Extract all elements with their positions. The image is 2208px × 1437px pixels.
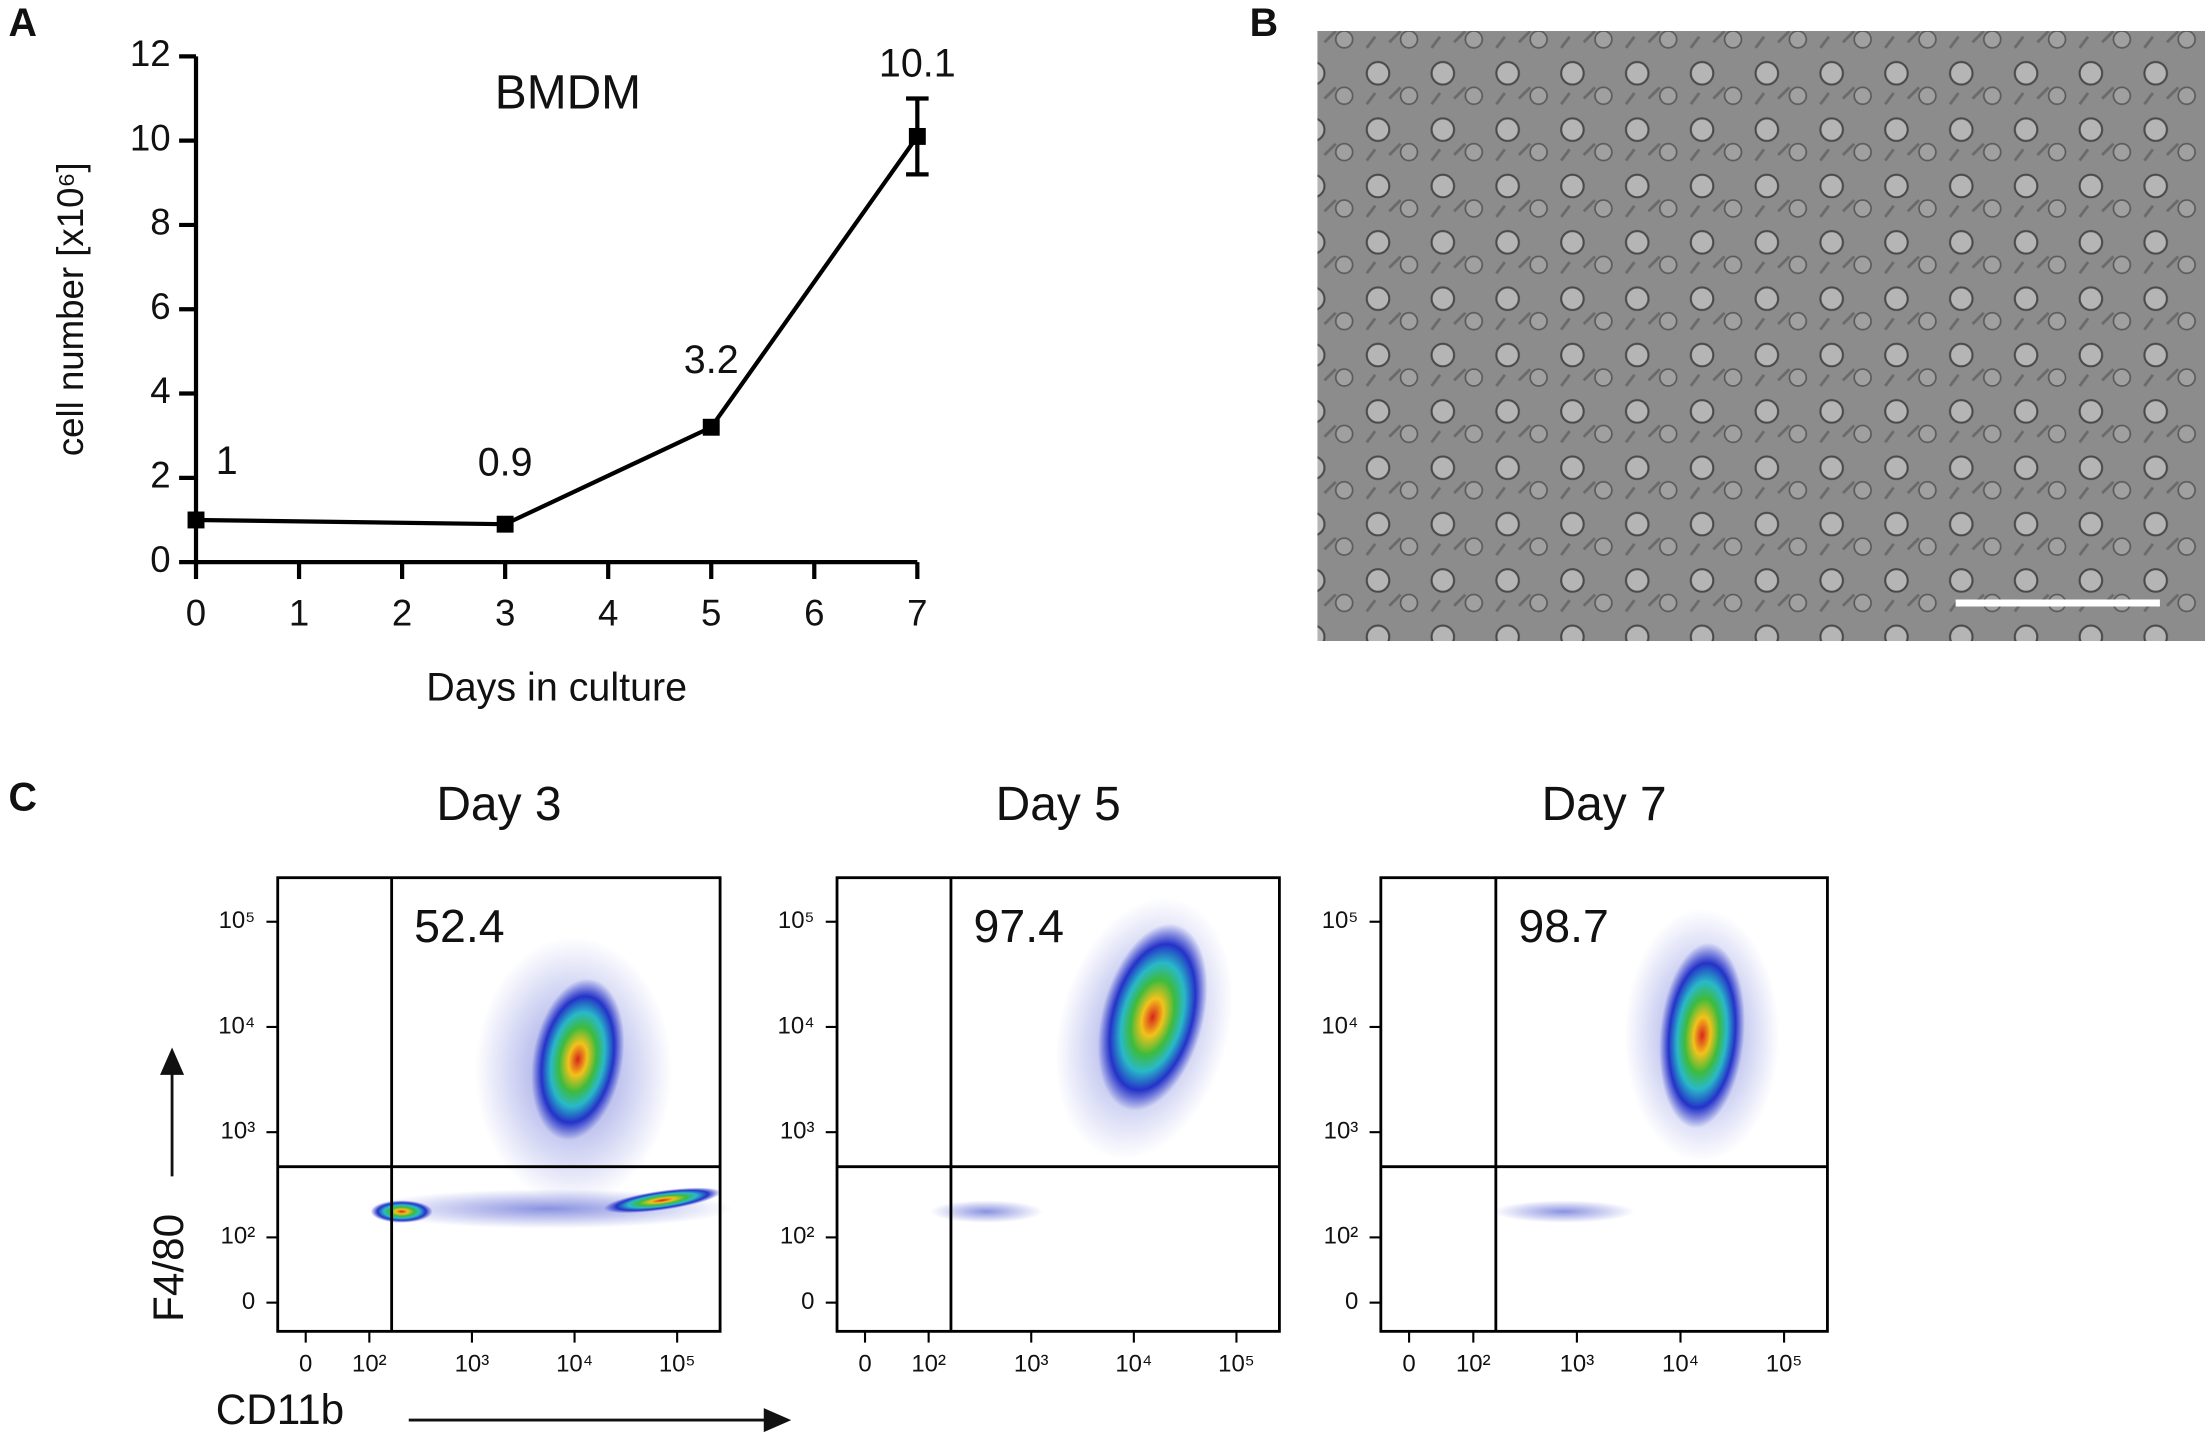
x-tick-label: 10³ <box>1014 1350 1049 1377</box>
y-tick-label: 10² <box>780 1223 815 1250</box>
x-tick-label: 0 <box>186 592 206 633</box>
density-cloud <box>603 1187 721 1214</box>
plot-title: Day 5 <box>996 778 1121 831</box>
y-tick-label: 10² <box>1324 1223 1359 1250</box>
flow-plot: 0 10² 10³ 10⁴ 10⁵ 0 10² 10³ 10⁴ 10⁵ Day 5 97.4 <box>778 778 1281 1377</box>
panel-label: C <box>8 776 36 820</box>
x-tick-label: 0 <box>858 1350 871 1377</box>
x-tick-label: 10⁵ <box>659 1350 696 1377</box>
y-tick-label: 10³ <box>221 1118 256 1145</box>
data-label: 10.1 <box>879 41 956 85</box>
flow-plot: 0 10² 10³ 10⁴ 10⁵ 0 10² 10³ 10⁴ 10⁵ Day 7 98.7 <box>1321 778 1829 1377</box>
flow-arrows <box>160 1047 792 1433</box>
x-tick-label: 4 <box>598 592 618 633</box>
density-cloud <box>1493 1200 1635 1223</box>
x-tick-label: 10⁵ <box>1766 1350 1803 1377</box>
x-axis-label: CD11b <box>216 1386 344 1433</box>
y-tick-label: 4 <box>150 370 170 411</box>
flow-plot: 0 10² 10³ 10⁴ 10⁵ 0 10² 10³ 10⁴ 10⁵ Day 3 52.4 CD11b… <box>145 778 733 1433</box>
x-tick-label: 7 <box>907 592 927 633</box>
y-tick-label: 6 <box>150 286 170 327</box>
y-tick-label: 10⁴ <box>1321 1012 1358 1039</box>
y-tick-label: 8 <box>150 202 170 243</box>
data-point <box>187 511 205 529</box>
quadrant-percent: 98.7 <box>1518 900 1608 952</box>
data-point <box>908 127 926 145</box>
panel-label: B <box>1250 1 1278 45</box>
chart-title: BMDM <box>495 66 641 119</box>
data-label: 3.2 <box>684 338 739 382</box>
density-cloud <box>930 1200 1043 1223</box>
micrograph <box>1317 30 2205 642</box>
x-tick-label: 0 <box>1402 1350 1415 1377</box>
x-tick-label: 0 <box>299 1350 312 1377</box>
data-label: 0.9 <box>478 440 533 484</box>
density-cloud <box>1097 923 1208 1111</box>
x-tick-label: 1 <box>289 592 309 633</box>
density-cloud <box>531 978 625 1141</box>
y-tick-label: 10⁴ <box>218 1012 255 1039</box>
density-cloud <box>370 1200 433 1223</box>
micrograph-image <box>1317 30 2205 642</box>
y-tick-label: 10⁵ <box>1322 907 1359 934</box>
y-tick-label: 0 <box>242 1288 255 1315</box>
y-tick-label: 10 <box>130 117 171 158</box>
data-line <box>195 135 920 527</box>
y-tick-label: 0 <box>801 1288 814 1315</box>
plot-frame <box>276 876 722 1333</box>
y-tick-label: 0 <box>1345 1288 1358 1315</box>
y-tick-label: 10³ <box>780 1118 815 1145</box>
x-tick-label: 10⁴ <box>556 1350 593 1377</box>
plot-frame <box>1379 876 1829 1333</box>
x-tick-label: 10³ <box>1560 1350 1595 1377</box>
y-tick-label: 10⁵ <box>778 907 815 934</box>
quadrant-percent: 52.4 <box>414 900 504 952</box>
y-axis-label: F4/80 <box>145 1214 192 1322</box>
x-tick-label: 10² <box>911 1350 946 1377</box>
x-tick-label: 10⁴ <box>1662 1350 1699 1377</box>
x-tick-label: 2 <box>392 592 412 633</box>
x-axis-label: Days in culture <box>426 666 687 710</box>
y-tick-label: 10² <box>221 1223 256 1250</box>
x-tick-label: 10⁴ <box>1115 1350 1152 1377</box>
data-point <box>702 418 720 436</box>
x-tick-label: 10³ <box>455 1350 490 1377</box>
x-tick-label: 6 <box>804 592 824 633</box>
x-tick-label: 5 <box>701 592 721 633</box>
data-label: 1 <box>216 439 238 483</box>
x-tick-label: 10² <box>352 1350 387 1377</box>
x-tick-label: 10² <box>1456 1350 1491 1377</box>
x-tick-label: 10⁵ <box>1218 1350 1255 1377</box>
panel-label: A <box>8 1 36 45</box>
plot-frame <box>835 876 1281 1333</box>
y-tick-label: 10⁵ <box>219 907 256 934</box>
plot-title: Day 3 <box>436 778 561 831</box>
y-tick-label: 0 <box>150 539 170 580</box>
data-point <box>496 515 514 533</box>
y-tick-label: 10³ <box>1324 1118 1359 1145</box>
y-tick-label: 2 <box>150 454 170 495</box>
y-tick-label: 12 <box>130 33 171 74</box>
plot-title: Day 7 <box>1542 778 1667 831</box>
x-tick-label: 3 <box>495 592 515 633</box>
quadrant-percent: 97.4 <box>973 900 1063 952</box>
density-cloud <box>1659 942 1745 1129</box>
y-axis-label: cell number [x10⁶] <box>50 162 91 456</box>
y-tick-label: 10⁴ <box>778 1012 815 1039</box>
